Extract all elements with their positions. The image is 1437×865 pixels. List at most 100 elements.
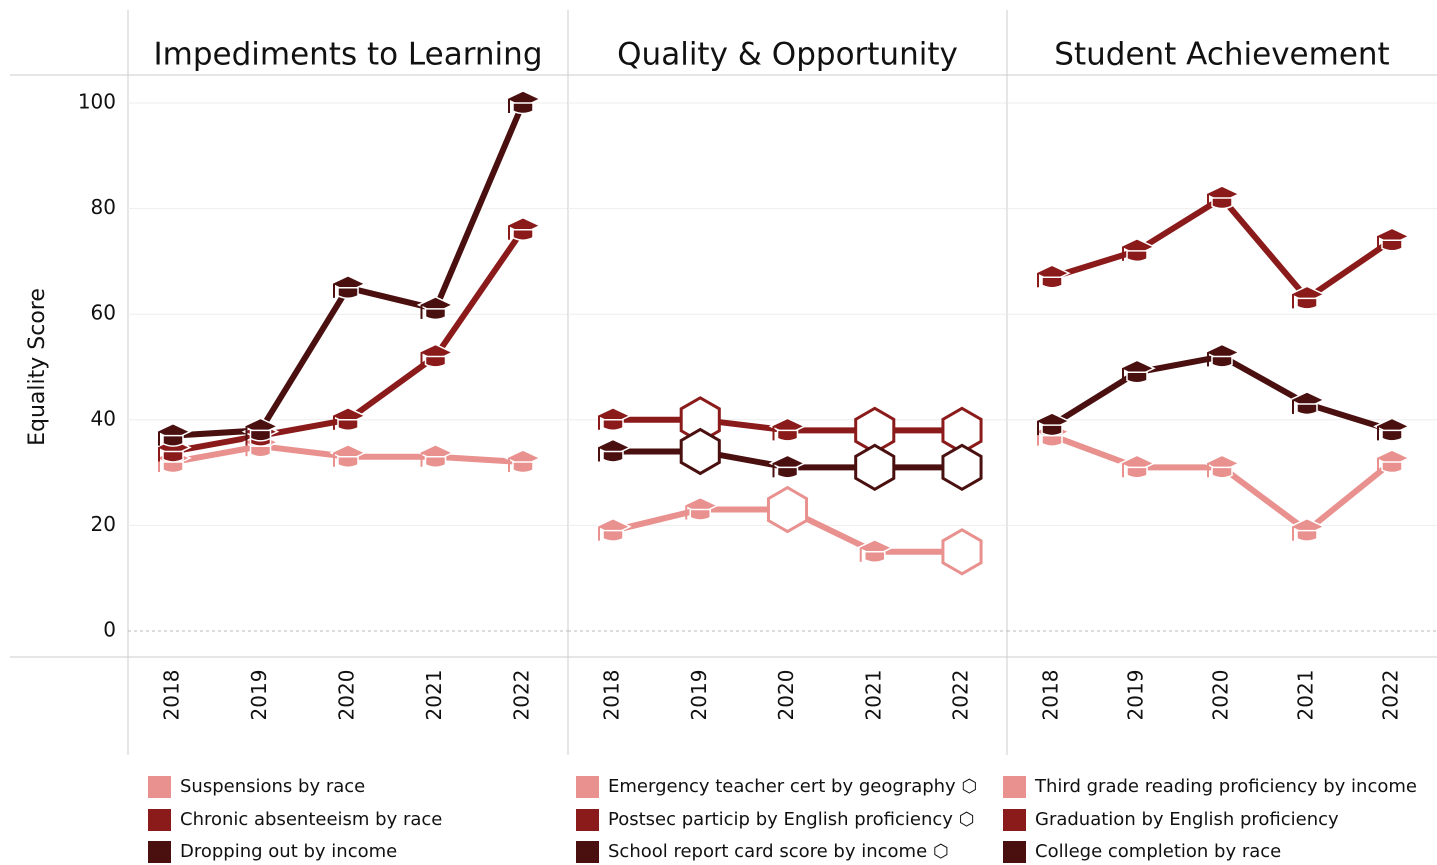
cap-marker (1118, 359, 1156, 384)
cap-base (776, 466, 799, 479)
x-tick-label: 2019 (247, 670, 271, 721)
cap-base (424, 308, 447, 321)
cap-marker (1288, 391, 1326, 416)
series-line (172, 101, 526, 439)
cap-marker (1373, 227, 1411, 252)
panel-title: Student Achievement (1054, 37, 1389, 73)
cap-base (1126, 371, 1148, 384)
legend-swatch (1003, 841, 1026, 863)
cap-base (249, 429, 272, 442)
cap-marker (329, 406, 367, 432)
panel-title: Impediments to Learning (153, 37, 542, 73)
cap-marker (504, 449, 542, 474)
x-tick-label: 2022 (949, 670, 973, 721)
cap-marker (1033, 264, 1071, 289)
cap-marker (1203, 454, 1241, 479)
cap-base (1041, 276, 1063, 289)
cap-marker (1203, 343, 1241, 368)
cap-base (689, 508, 711, 521)
legend-swatch (148, 841, 171, 863)
legend-label: Emergency teacher cert by geography ⬡ (608, 776, 977, 797)
legend-label: Third grade reading proficiency by incom… (1034, 776, 1417, 797)
legend-label: Graduation by English proficiency (1035, 809, 1339, 830)
cap-base (1126, 250, 1148, 263)
cap-marker (416, 296, 455, 321)
cap-marker (594, 406, 632, 432)
x-tick-label: 2018 (160, 670, 184, 721)
x-tick-label: 2020 (335, 670, 359, 721)
legend-swatch (148, 809, 171, 831)
x-tick-label: 2020 (1209, 670, 1233, 721)
x-tick-label: 2022 (510, 670, 534, 721)
legend-label: Suspensions by race (180, 776, 365, 797)
hex-marker (766, 485, 809, 534)
panel-title: Quality & Opportunity (617, 37, 958, 73)
legend-swatch (576, 776, 599, 798)
cap-marker (241, 417, 280, 442)
hex-marker (941, 443, 983, 492)
y-axis-label: Equality Score (25, 288, 50, 446)
cap-base (1211, 197, 1233, 210)
cap-marker (1118, 454, 1156, 479)
x-tick-label: 2021 (861, 670, 885, 721)
y-tick-label: 0 (103, 618, 116, 642)
legend-swatch (576, 841, 599, 863)
cap-marker (154, 422, 192, 447)
cap-base (1381, 429, 1403, 442)
cap-marker (681, 496, 720, 521)
cap-base (1041, 434, 1063, 447)
cap-base (1381, 239, 1403, 252)
x-tick-label: 2020 (774, 670, 798, 721)
cap-marker (594, 517, 632, 542)
cap-marker (855, 538, 894, 564)
cap-base (1296, 297, 1318, 310)
cap-marker (1033, 412, 1071, 437)
cap-base (512, 102, 534, 115)
x-tick-label: 2019 (1124, 670, 1148, 721)
legend-label: Chronic absenteeism by race (180, 809, 442, 830)
cap-base (1126, 466, 1148, 479)
cap-base (512, 228, 534, 241)
cap-marker (768, 454, 807, 479)
cap-base (602, 529, 624, 542)
cap-base (162, 461, 184, 474)
y-tick-label: 60 (91, 301, 116, 325)
y-tick-label: 40 (91, 406, 116, 430)
legend-swatch (576, 809, 599, 831)
x-tick-label: 2021 (1294, 670, 1318, 721)
cap-base (162, 434, 184, 447)
x-tick-label: 2019 (687, 670, 711, 721)
cap-marker (416, 443, 455, 469)
legend-label: College completion by race (1035, 841, 1281, 862)
y-tick-label: 20 (91, 512, 116, 536)
legend-label: School report card score by income ⬡ (608, 841, 949, 862)
cap-base (424, 456, 447, 469)
legend-label: Postsec particip by English proficiency … (608, 809, 974, 830)
cap-base (602, 450, 624, 463)
cap-marker (329, 274, 367, 300)
cap-marker (594, 438, 632, 463)
cap-base (162, 450, 184, 463)
cap-base (1041, 424, 1063, 437)
cap-base (337, 287, 359, 300)
cap-base (1211, 355, 1233, 368)
cap-base (1296, 403, 1318, 416)
cap-base (337, 456, 359, 469)
cap-base (1296, 529, 1318, 542)
cap-marker (768, 417, 807, 442)
cap-marker (1373, 449, 1411, 474)
cap-base (337, 419, 359, 432)
cap-base (249, 445, 272, 458)
cap-base (864, 551, 886, 564)
hex-marker (679, 427, 721, 476)
x-tick-label: 2022 (1379, 670, 1403, 721)
x-tick-label: 2018 (600, 670, 624, 721)
cap-base (1381, 461, 1403, 474)
series-line (1051, 195, 1394, 302)
cap-marker (1203, 185, 1241, 210)
series-line (1050, 432, 1394, 534)
legend-swatch (148, 776, 171, 798)
hex-marker (854, 443, 896, 492)
cap-marker (329, 443, 367, 469)
